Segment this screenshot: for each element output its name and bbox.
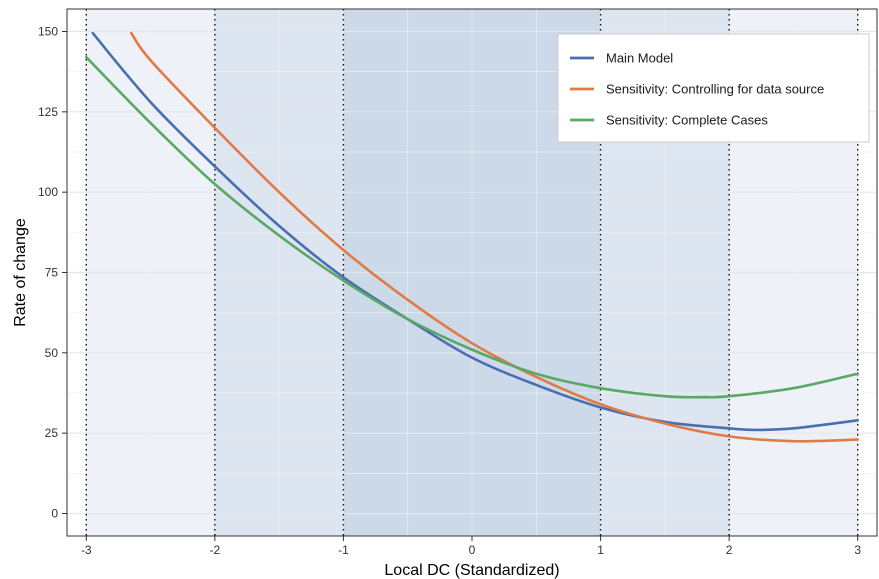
y-tick-label: 125 xyxy=(38,105,58,119)
legend-box xyxy=(557,33,870,143)
series-line-2 xyxy=(129,31,860,443)
legend-label-1: Main Model xyxy=(606,51,673,66)
x-tick-label: 2 xyxy=(726,543,733,557)
x-axis-title: Local DC (Standardized) xyxy=(384,562,559,579)
legend: Main Model Sensitivity: Controlling for d… xyxy=(557,33,870,143)
y-axis-title: Rate of change xyxy=(12,218,29,327)
y-tick-label: 100 xyxy=(38,185,58,199)
axis-ticks: -3 -2 -1 0 1 2 3 0 25 50 75 100 125 150 xyxy=(38,24,861,557)
x-tick-label: 0 xyxy=(469,543,476,557)
x-tick-label: -1 xyxy=(338,543,349,557)
series-line-1 xyxy=(91,31,860,432)
series-lines xyxy=(84,31,860,443)
x-tick-label: -2 xyxy=(210,543,221,557)
y-tick-label: 25 xyxy=(45,426,59,440)
x-tick-label: 1 xyxy=(597,543,604,557)
x-tick-label: 3 xyxy=(854,543,861,557)
legend-label-3: Sensitivity: Complete Cases xyxy=(606,113,768,128)
legend-label-2: Sensitivity: Controlling for data source xyxy=(606,82,824,97)
y-tick-label: 50 xyxy=(45,346,59,360)
y-tick-label: 150 xyxy=(38,24,58,38)
y-tick-label: 0 xyxy=(51,507,58,521)
series-line-3 xyxy=(84,55,860,399)
x-tick-label: -3 xyxy=(81,543,92,557)
y-tick-label: 75 xyxy=(45,266,59,280)
